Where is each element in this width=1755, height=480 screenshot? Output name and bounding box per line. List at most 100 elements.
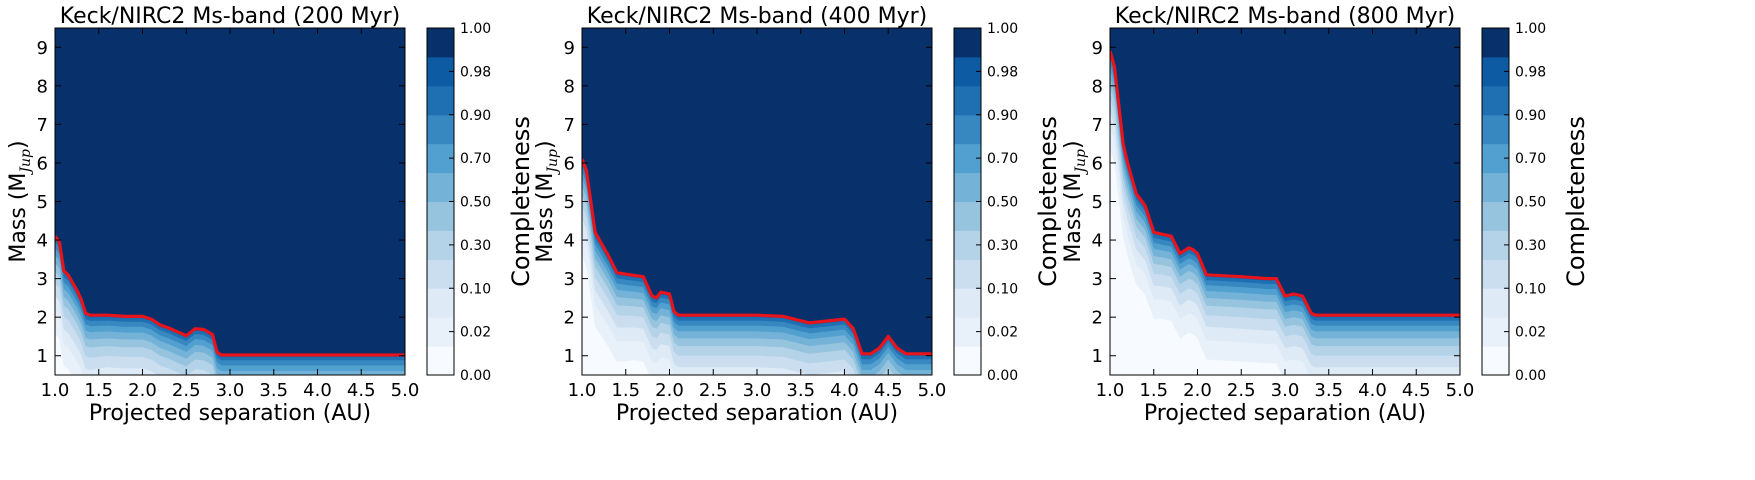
y-tick-label: 1 [37,346,48,367]
y-tick-label: 4 [37,231,48,252]
colorbar: 0.00 0.02 0.10 0.30 0.50 0.70 0.90 0.98 1.00 Comp… [426,21,535,384]
colorbar-tick-label: 0.10 [460,281,491,297]
x-tick-label: 3.5 [786,380,815,401]
x-tick-label: 2.0 [128,380,157,401]
y-tick-label: 2 [564,308,575,329]
colorbar-tick-label: 0.98 [987,64,1018,80]
colorbar-segment [954,259,981,289]
completeness-high-region [55,28,405,355]
colorbar-tick-label: 0.70 [987,151,1018,167]
chart-title: Keck/NIRC2 Ms-band (400 Myr) [587,4,928,29]
y-axis-label-text: Mass (M [533,173,558,263]
colorbar-tick-label: 0.90 [987,108,1018,124]
contour-90-line [1110,50,1460,317]
x-tick-label: 2.5 [172,380,201,401]
colorbar: 0.00 0.02 0.10 0.30 0.50 0.70 0.90 0.98 1.00 Comp… [1481,21,1590,384]
y-tick-label: 2 [1092,308,1103,329]
colorbar-tick-label: 0.02 [1515,325,1546,341]
y-axis-label-subscript: Jup [18,149,34,176]
x-tick-label: 4.0 [303,380,332,401]
chart-panel-1: 1.0 1.5 2.0 2.5 3.0 3.5 4.0 4.5 5.0 1 2 3 4 5 6 7 8 9 Keck… [6,4,535,426]
y-tick-label: 7 [37,115,48,136]
colorbar-tick-label: 0.50 [987,195,1018,211]
x-tick-label: 2.0 [655,380,684,401]
colorbar-tick-label: 0.70 [460,151,491,167]
colorbar-segment [427,346,454,376]
colorbar-segment [954,346,981,376]
colorbar-segment [954,288,981,318]
colorbar-tick-label: 0.10 [987,281,1018,297]
colorbar-segment [954,172,981,202]
plot-area [582,28,932,375]
y-tick-label: 5 [564,192,575,213]
colorbar-tick-label: 0.90 [1515,108,1546,124]
colorbar-tick-label: 1.00 [987,21,1018,37]
plot-area [55,28,405,375]
x-tick-label: 1.0 [1096,380,1125,401]
y-axis-label-close: ) [6,140,31,149]
colorbar-segment [427,288,454,318]
y-axis-label-subscript: Jup [1073,149,1089,176]
completeness-high-region [582,28,932,354]
colorbar-tick-label: 0.02 [460,325,491,341]
colorbar-segment [1482,288,1509,318]
y-axis-label: Mass (MJup) [1061,140,1089,262]
x-tick-label: 4.0 [1358,380,1387,401]
y-axis-label-close: ) [1061,140,1086,149]
colorbar-tick-label: 1.00 [1515,21,1546,37]
x-tick-label: 2.5 [1227,380,1256,401]
colorbar-segment [1482,259,1509,289]
colorbar-tick-label: 0.10 [1515,281,1546,297]
y-tick-label: 9 [37,38,48,59]
x-tick-label: 4.5 [874,380,903,401]
y-tick-label: 8 [564,76,575,97]
y-tick-label: 7 [1092,115,1103,136]
y-tick-label: 5 [1092,192,1103,213]
colorbar-tick-label: 0.50 [1515,195,1546,211]
y-tick-label: 8 [1092,76,1103,97]
x-tick-label: 1.0 [41,380,70,401]
y-axis-label-close: ) [533,140,558,149]
y-tick-label: 7 [564,115,575,136]
contour-90-line [582,158,932,356]
colorbar-segment [427,172,454,202]
x-tick-label: 1.0 [568,380,597,401]
x-tick-label: 4.5 [1402,380,1431,401]
colorbar-segment [1482,28,1509,58]
colorbar-segment [1482,201,1509,231]
y-tick-label: 8 [37,76,48,97]
colorbar-segment [1482,172,1509,202]
x-tick-label: 2.0 [1183,380,1212,401]
y-tick-label: 3 [37,269,48,290]
y-tick-label: 4 [564,231,575,252]
x-tick-label: 5.0 [391,380,420,401]
colorbar-tick-label: 0.98 [1515,64,1546,80]
y-tick-label: 5 [37,192,48,213]
x-tick-label: 3.5 [259,380,288,401]
chart-panel-2: 1.0 1.5 2.0 2.5 3.0 3.5 4.0 4.5 5.0 1 2 3 4 5 6 7 8 9 Keck… [533,4,1062,426]
y-tick-label: 3 [564,269,575,290]
y-tick-label: 3 [1092,269,1103,290]
colorbar-segment [427,259,454,289]
x-tick-label: 1.5 [1139,380,1168,401]
x-tick-label: 4.0 [830,380,859,401]
x-tick-label: 2.5 [699,380,728,401]
colorbar-tick-label: 0.00 [1515,368,1546,384]
x-axis-label: Projected separation (AU) [1144,401,1426,426]
colorbar-tick-label: 0.90 [460,108,491,124]
colorbar-tick-label: 0.30 [987,238,1018,254]
colorbar-tick-label: 0.02 [987,325,1018,341]
x-tick-label: 3.0 [1271,380,1300,401]
colorbar-tick-label: 0.30 [1515,238,1546,254]
x-tick-label: 5.0 [1446,380,1475,401]
colorbar-segment [954,28,981,58]
y-axis-label-text: Mass (M [6,173,31,263]
colorbar-tick-label: 0.70 [1515,151,1546,167]
colorbar: 0.00 0.02 0.10 0.30 0.50 0.70 0.90 0.98 1.00 Comp… [953,21,1062,384]
colorbar-label: Completeness [1034,116,1062,287]
y-axis-label-text: Mass (M [1061,173,1086,263]
x-tick-label: 3.5 [1314,380,1343,401]
x-axis-label: Projected separation (AU) [616,401,898,426]
colorbar-segment [954,85,981,116]
